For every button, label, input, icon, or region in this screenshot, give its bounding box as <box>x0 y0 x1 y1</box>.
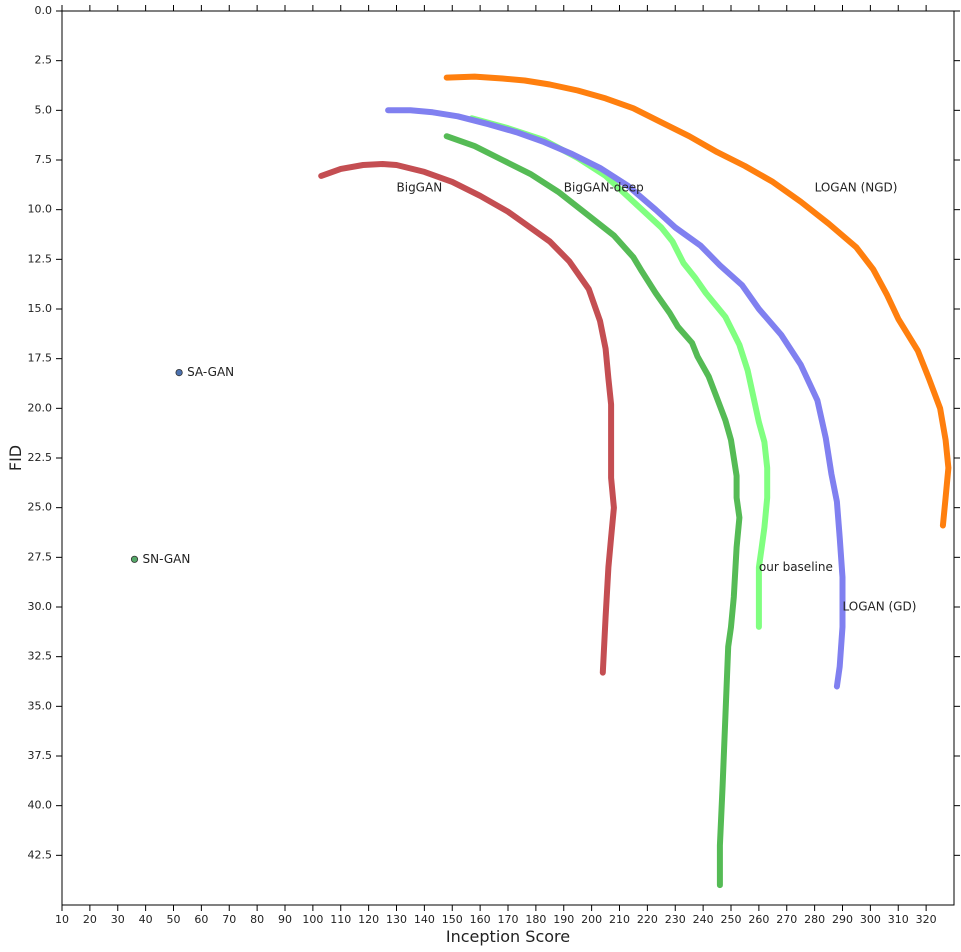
y-tick-label: 40.0 <box>28 799 53 812</box>
y-tick-label: 27.5 <box>28 550 53 563</box>
x-tick-label: 80 <box>250 913 264 926</box>
point-label-sa-gan: SA-GAN <box>187 365 234 379</box>
x-tick-label: 240 <box>693 913 714 926</box>
y-tick-label: 17.5 <box>28 352 53 365</box>
x-tick-label: 220 <box>637 913 658 926</box>
x-tick-label: 110 <box>330 913 351 926</box>
x-tick-label: 160 <box>470 913 491 926</box>
point-label-sn-gan: SN-GAN <box>143 552 191 566</box>
point-sa-gan <box>175 368 183 377</box>
series-label-our-baseline: our baseline <box>759 560 833 574</box>
x-tick-label: 200 <box>581 913 602 926</box>
x-axis-label: Inception Score <box>446 927 570 946</box>
y-tick-label: 0.0 <box>35 4 53 17</box>
x-tick-label: 40 <box>139 913 153 926</box>
x-tick-label: 140 <box>414 913 435 926</box>
series-line-biggan-deep <box>443 133 743 889</box>
x-tick-label: 250 <box>721 913 742 926</box>
point-sn-gan <box>130 555 139 563</box>
y-tick-label: 35.0 <box>28 699 53 712</box>
y-tick-label: 25.0 <box>28 501 53 514</box>
x-tick-label: 100 <box>302 913 323 926</box>
series-label-biggan: BigGAN <box>397 180 443 194</box>
x-tick-label: 170 <box>498 913 519 926</box>
y-tick-label: 22.5 <box>28 451 53 464</box>
series-line-logan-ngd <box>443 73 952 529</box>
x-tick-label: 20 <box>83 913 97 926</box>
x-tick-label: 270 <box>776 913 797 926</box>
x-tick-label: 50 <box>167 913 181 926</box>
x-tick-label: 280 <box>804 913 825 926</box>
x-tick-label: 320 <box>916 913 937 926</box>
series-line-logan-gd <box>385 107 846 690</box>
y-tick-label: 2.5 <box>35 54 53 67</box>
x-tick-label: 230 <box>665 913 686 926</box>
x-tick-label: 260 <box>748 913 769 926</box>
x-tick-label: 290 <box>832 913 853 926</box>
y-tick-label: 7.5 <box>35 153 53 166</box>
x-tick-label: 150 <box>442 913 463 926</box>
axes-frame <box>61 10 955 906</box>
x-tick-label: 60 <box>194 913 208 926</box>
series-label-logan-ngd: LOGAN (NGD) <box>815 180 898 194</box>
x-tick-label: 190 <box>553 913 574 926</box>
x-tick-label: 180 <box>525 913 546 926</box>
y-axis-ticks: 0.0 2.5 5.0 7.5 10.0 12.5 15.0 17.5 20.0 22.5 25.0… <box>28 4 960 861</box>
series-label-logan-gd: LOGAN (GD) <box>843 600 917 614</box>
x-tick-label: 70 <box>222 913 236 926</box>
x-tick-label: 120 <box>358 913 379 926</box>
y-tick-label: 20.0 <box>28 401 53 414</box>
y-tick-label: 12.5 <box>28 252 53 265</box>
y-tick-label: 10.0 <box>28 203 53 216</box>
x-tick-label: 90 <box>278 913 292 926</box>
series-line-biggan <box>318 161 617 676</box>
x-tick-label: 130 <box>386 913 407 926</box>
x-tick-label: 310 <box>888 913 909 926</box>
x-tick-label: 210 <box>609 913 630 926</box>
x-tick-label: 300 <box>860 913 881 926</box>
y-tick-label: 5.0 <box>35 103 53 116</box>
y-tick-label: 37.5 <box>28 749 53 762</box>
y-tick-label: 15.0 <box>28 302 53 315</box>
series-label-biggan-deep: BigGAN-deep <box>564 180 644 194</box>
y-tick-label: 32.5 <box>28 650 53 663</box>
y-tick-label: 30.0 <box>28 600 53 613</box>
y-tick-label: 42.5 <box>28 848 53 861</box>
y-axis-label: FID <box>6 445 25 471</box>
series-line-our-baseline <box>468 115 771 630</box>
x-tick-label: 10 <box>55 913 69 926</box>
x-tick-label: 30 <box>111 913 125 926</box>
plot-area: BigGAN BigGAN-deep our baseline LOGAN (GD) L… <box>130 73 952 889</box>
x-axis-ticks: 10 20 30 40 50 60 70 80 90 100 110 120 130 140 150 160 1… <box>55 5 937 926</box>
